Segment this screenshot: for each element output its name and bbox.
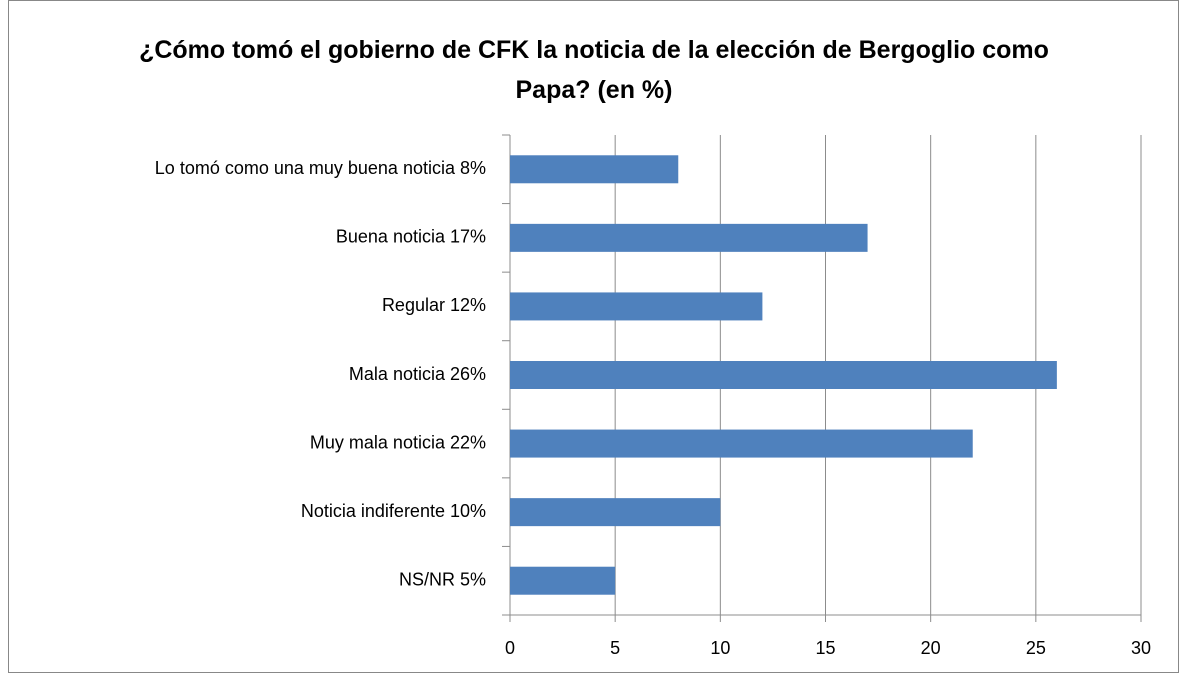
- x-tick-label: 20: [921, 638, 941, 658]
- bar: [510, 429, 973, 458]
- bar: [510, 155, 679, 184]
- bar: [510, 566, 616, 595]
- x-tick-label: 25: [1026, 638, 1046, 658]
- x-tick-label: 30: [1131, 638, 1151, 658]
- y-tick-label: Noticia indiferente 10%: [301, 501, 486, 521]
- y-tick-label: Buena noticia 17%: [336, 227, 486, 247]
- chart-title: ¿Cómo tomó el gobierno de CFK la noticia…: [139, 36, 1049, 104]
- bar: [510, 223, 868, 252]
- bar: [510, 361, 1057, 389]
- x-tick-label: 0: [505, 638, 515, 658]
- y-tick-label: Regular 12%: [382, 295, 486, 315]
- chart-frame: [8, 0, 1179, 673]
- bar: [510, 498, 721, 527]
- x-tick-label: 15: [815, 638, 835, 658]
- x-tick-label: 10: [710, 638, 730, 658]
- y-tick-label: Muy mala noticia 22%: [310, 432, 486, 452]
- y-tick-label: Lo tomó como una muy buena noticia 8%: [155, 158, 486, 178]
- bar: [510, 292, 763, 321]
- y-tick-label: NS/NR 5%: [399, 569, 486, 589]
- y-tick-label: Mala noticia 26%: [349, 364, 486, 384]
- x-tick-label: 5: [610, 638, 620, 658]
